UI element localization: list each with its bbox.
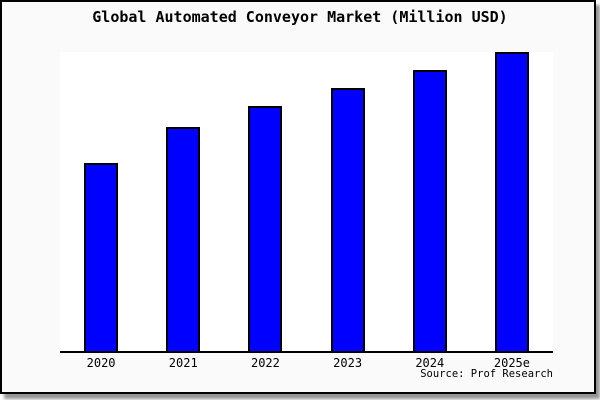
plot-area xyxy=(60,52,553,353)
chart-title: Global Automated Conveyor Market (Millio… xyxy=(92,8,508,26)
bar-slot-2021 xyxy=(142,52,224,351)
source-credit: Source: Prof Research xyxy=(420,368,553,380)
bars-container xyxy=(60,52,553,351)
bar-slot-2022 xyxy=(224,52,306,351)
bar-2020 xyxy=(84,163,119,351)
chart-frame: Global Automated Conveyor Market (Millio… xyxy=(0,0,596,394)
bar-slot-2020 xyxy=(60,52,142,351)
x-tick-label-2020: 2020 xyxy=(86,356,116,370)
bar-2022 xyxy=(248,106,283,351)
bar-slot-2023 xyxy=(307,52,389,351)
bar-slot-2025e xyxy=(471,52,553,351)
x-axis-tick-labels: 2020 2021 2022 2023 2024 2025e xyxy=(60,356,553,370)
bar-2021 xyxy=(166,127,201,351)
bar-2024 xyxy=(412,70,447,351)
x-tick-label-2024: 2024 xyxy=(415,356,445,370)
bar-2025e xyxy=(494,52,529,351)
bar-2023 xyxy=(330,88,365,351)
x-tick-label-2022: 2022 xyxy=(250,356,280,370)
x-tick-label-2025e: 2025e xyxy=(493,356,530,370)
x-tick-label-2021: 2021 xyxy=(168,356,198,370)
bar-slot-2024 xyxy=(389,52,471,351)
x-tick-label-2023: 2023 xyxy=(333,356,363,370)
